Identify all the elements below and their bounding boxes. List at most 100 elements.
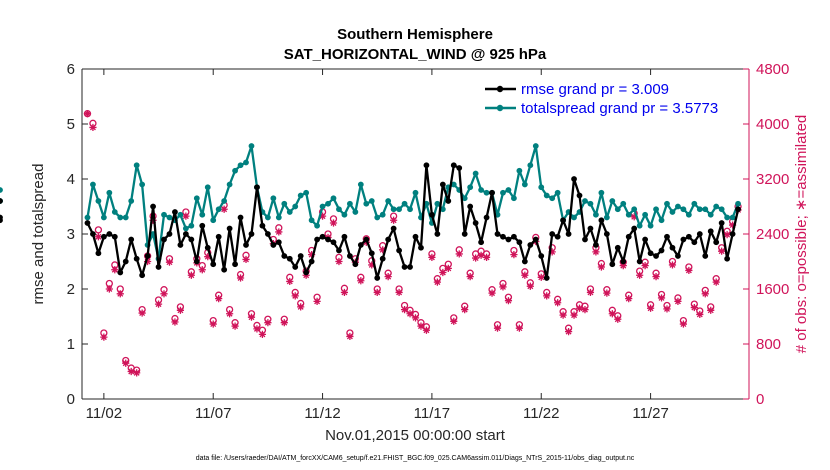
- y-axis-label-left: rmse and totalspread: [30, 164, 47, 305]
- obs-assimilated-marker: [641, 262, 649, 270]
- totalspread-point: [292, 203, 299, 210]
- rmse-point: [172, 209, 178, 215]
- totalspread-point: [275, 214, 282, 221]
- rmse-point: [193, 258, 200, 265]
- data-file-footer: data file: /Users/raeder/DAI/ATM_forcXX/…: [196, 455, 635, 462]
- totalspread-point: [161, 211, 167, 218]
- totalspread-point: [472, 170, 479, 177]
- obs-assimilated-marker: [258, 330, 267, 338]
- rmse-point: [560, 217, 567, 224]
- totalspread-point: [363, 200, 370, 207]
- totalspread-point: [374, 214, 381, 221]
- rmse-point: [357, 242, 364, 248]
- rmse-point: [729, 231, 736, 237]
- totalspread-point: [401, 200, 408, 207]
- totalspread-point: [702, 206, 709, 213]
- obs-assimilated-marker: [417, 322, 425, 330]
- rmse-point: [554, 233, 561, 240]
- obs-assimilated-marker: [608, 310, 616, 318]
- rmse-point: [571, 176, 577, 182]
- rmse-point: [139, 272, 146, 279]
- rmse-point: [297, 253, 304, 259]
- rmse-point: [286, 255, 293, 262]
- obs-assimilated-marker: [482, 253, 491, 261]
- rmse-point: [658, 247, 665, 254]
- obs-assimilated-marker: [100, 333, 108, 341]
- obs-assimilated-marker: [493, 324, 502, 332]
- obs-assimilated-marker: [368, 261, 376, 269]
- rmse-point: [84, 220, 91, 226]
- totalspread-point: [478, 187, 485, 193]
- obs-assimilated-marker: [89, 123, 97, 132]
- rmse-point: [603, 231, 610, 237]
- totalspread-point: [314, 222, 320, 229]
- y-axis-label-right: # of obs: o=possible; ∗=assimilated: [793, 115, 810, 354]
- rmse-point: [341, 233, 348, 240]
- rmse-point: [636, 258, 643, 265]
- obs-assimilated-marker: [395, 288, 403, 297]
- totalspread-point: [84, 214, 91, 221]
- totalspread-point: [385, 198, 392, 204]
- rmse-point: [598, 217, 605, 224]
- rmse-point: [434, 231, 441, 237]
- rmse-point: [161, 236, 167, 243]
- rmse-point: [199, 222, 206, 229]
- totalspread-point: [527, 162, 534, 169]
- totalspread-point: [199, 211, 206, 218]
- obs-assimilated-marker: [668, 261, 677, 269]
- totalspread-point: [111, 209, 118, 215]
- obs-assimilated-marker: [264, 319, 272, 327]
- rmse-point: [439, 181, 446, 188]
- totalspread-point: [483, 189, 490, 196]
- obs-assimilated-marker: [707, 306, 715, 314]
- rmse-point: [325, 236, 331, 243]
- totalspread-point: [450, 181, 457, 188]
- rmse-point: [319, 233, 326, 240]
- obs-assimilated-marker: [83, 110, 92, 118]
- rmse-point: [133, 255, 140, 262]
- rmse-point: [718, 220, 725, 226]
- totalspread-point: [221, 198, 228, 204]
- rmse-point: [494, 231, 501, 237]
- obs-assimilated-marker: [614, 315, 622, 323]
- obs-assimilated-marker: [619, 262, 627, 270]
- obs-assimilated-marker: [472, 254, 480, 262]
- rmse-point: [412, 233, 419, 240]
- totalspread-point: [281, 200, 288, 207]
- totalspread-point: [204, 184, 211, 191]
- obs-assimilated-marker: [346, 332, 354, 341]
- obs-assimilated-marker: [630, 213, 638, 221]
- rmse-point: [221, 266, 228, 273]
- totalspread-point: [718, 206, 725, 213]
- obs-assimilated-marker: [400, 306, 409, 314]
- rmse-point: [259, 222, 266, 229]
- legend: rmse grand pr = 3.009 totalspread grand …: [478, 78, 744, 120]
- obs-assimilated-marker: [526, 282, 534, 290]
- obs-assimilated-marker: [439, 268, 447, 277]
- totalspread-point: [336, 206, 342, 213]
- rmse-point: [401, 264, 408, 270]
- obs-assimilated-marker: [198, 266, 206, 274]
- rmse-point: [620, 258, 627, 265]
- totalspread-point: [636, 222, 643, 229]
- y-tick-label-left: 4: [67, 171, 75, 188]
- obs-assimilated-marker: [297, 303, 305, 311]
- x-tick-label: 11/22: [523, 405, 559, 422]
- rmse-point: [243, 242, 249, 248]
- obs-assimilated-marker: [537, 273, 545, 281]
- totalspread-point: [226, 181, 233, 188]
- rmse-point: [374, 275, 381, 281]
- rmse-point: [713, 239, 720, 246]
- totalspread-point: [270, 195, 277, 202]
- rmse-point: [122, 258, 129, 265]
- x-tick-label: 11/17: [414, 405, 450, 422]
- obs-assimilated-marker: [723, 231, 731, 239]
- obs-assimilated-marker: [433, 278, 441, 286]
- rmse-point: [368, 250, 375, 257]
- obs-assimilated-marker: [466, 273, 474, 281]
- rmse-point: [0, 198, 3, 204]
- totalspread-point: [237, 162, 244, 169]
- totalspread-point: [182, 225, 189, 232]
- obs-assimilated-marker: [679, 320, 687, 328]
- obs-assimilated-marker: [275, 228, 283, 236]
